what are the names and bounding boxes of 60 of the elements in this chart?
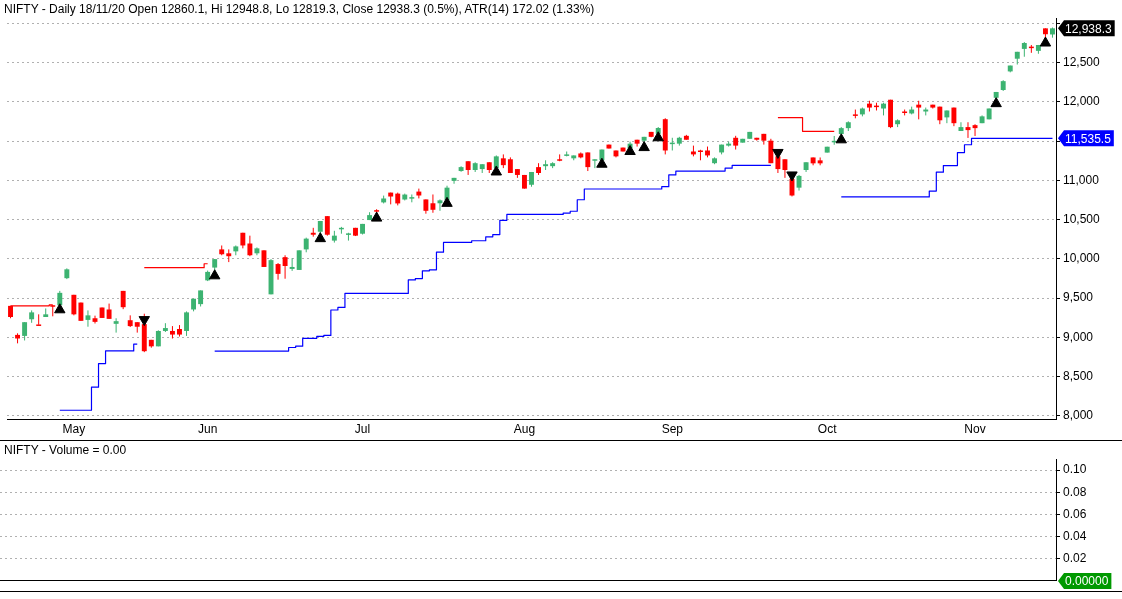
text: 0.00000 <box>1065 574 1109 589</box>
y-tick-label: 10,000 <box>1063 251 1101 266</box>
y-tick-label: 12,000 <box>1063 94 1101 109</box>
candlestick <box>451 177 457 185</box>
candlestick <box>184 310 189 337</box>
candlestick <box>916 100 922 120</box>
point <box>624 145 636 155</box>
candlestick <box>430 193 436 214</box>
point <box>596 157 608 168</box>
candlestick <box>972 123 978 137</box>
y-tick-label: 0.08 <box>1063 484 1087 499</box>
y-tick-label: 9,000 <box>1063 329 1094 344</box>
candlestick <box>782 158 788 179</box>
point <box>208 269 221 280</box>
y-tick-label: 10,500 <box>1063 211 1101 226</box>
y-tick-label: 12,500 <box>1063 55 1101 70</box>
y-tick-label: 0.06 <box>1063 506 1087 521</box>
x-tick-label: Nov <box>964 422 986 437</box>
y-tick-label: 0.10 <box>1063 462 1087 477</box>
chart-title: NIFTY - Volume = 0.00 <box>4 443 127 457</box>
point <box>370 211 383 222</box>
chart-title: NIFTY - Daily 18/11/20 Open 12860.1, Hi 12948.8, Lo 12819.3, Close 12938.3 (0.5%), ATR(14) 172.02 (1.33%) <box>4 2 595 16</box>
point <box>652 131 664 142</box>
y-tick-label: 11,000 <box>1063 172 1100 187</box>
candlestick <box>416 188 422 199</box>
candlestick <box>958 121 964 132</box>
point <box>314 232 326 243</box>
point <box>990 97 1002 108</box>
data-label: 11,535.5 <box>1065 131 1112 146</box>
point <box>835 133 847 144</box>
y-tick-label: 0.04 <box>1063 528 1087 543</box>
x-tick-label: Jul <box>354 422 371 437</box>
x-tick-label: May <box>62 422 86 437</box>
candlestick <box>324 215 330 237</box>
point <box>490 165 502 176</box>
candlestick <box>592 158 598 169</box>
x-tick-label: Sep <box>661 422 684 437</box>
x-tick-label: Oct <box>817 422 838 437</box>
candlestick <box>247 235 253 257</box>
text: 12,938.3 <box>1065 21 1112 36</box>
candlestick <box>36 313 42 326</box>
candlestick <box>282 254 288 280</box>
candlestick <box>944 109 950 124</box>
x-tick-label: Jun <box>197 422 218 437</box>
y-tick-label: 0.02 <box>1063 550 1087 565</box>
candlestick <box>296 249 302 271</box>
point <box>441 196 453 207</box>
point <box>54 303 66 314</box>
candlestick <box>85 309 91 328</box>
candlestick <box>22 321 28 341</box>
y-tick-label: 8,500 <box>1063 368 1094 383</box>
point <box>1039 36 1052 47</box>
y-tick-label: 9,500 <box>1063 290 1094 305</box>
candlestick <box>768 138 774 164</box>
candlestick <box>113 317 119 334</box>
point <box>638 141 650 152</box>
candlestick <box>585 151 591 172</box>
candlestick <box>289 257 295 272</box>
x-tick-label: Aug <box>513 422 536 437</box>
y-tick-label: 8,000 <box>1063 407 1094 422</box>
